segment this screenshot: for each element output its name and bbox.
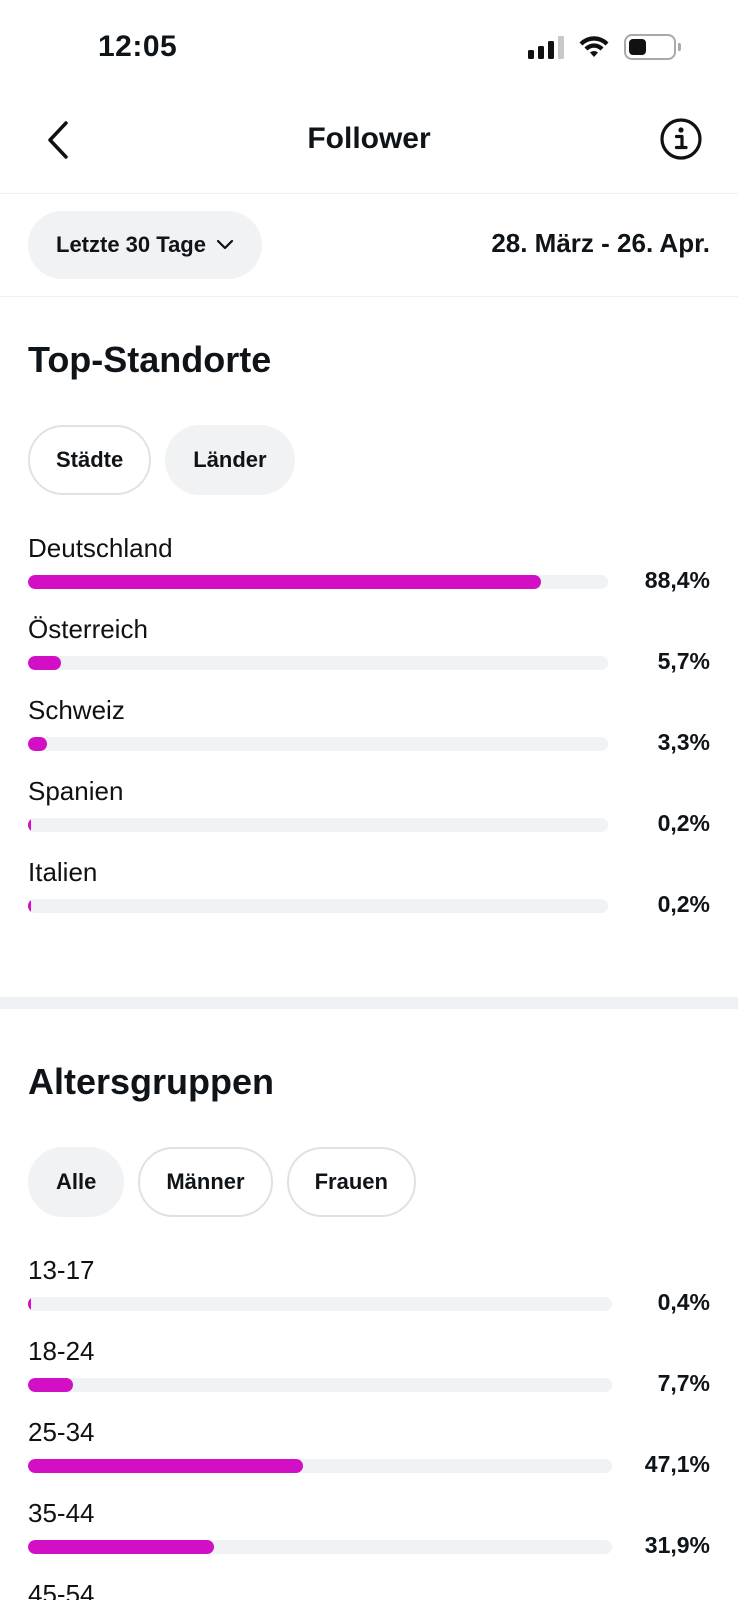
progress-track xyxy=(28,656,608,670)
progress-fill xyxy=(28,575,541,589)
list-item: 35-44 31,9% xyxy=(28,1498,710,1578)
progress-fill xyxy=(28,656,62,670)
battery-icon xyxy=(624,34,681,60)
period-dropdown[interactable]: Letzte 30 Tage xyxy=(28,211,262,279)
progress-fill xyxy=(28,899,31,913)
wifi-icon xyxy=(579,36,609,57)
tab-cities[interactable]: Städte xyxy=(28,425,152,495)
percentage-value: 0,2% xyxy=(657,891,710,917)
progress-fill xyxy=(28,1540,215,1554)
progress-fill xyxy=(28,1297,31,1311)
section-title: Altersgruppen xyxy=(28,1061,275,1102)
percentage-value: 31,9% xyxy=(644,1532,710,1558)
top-locations-section: Top-Standorte Städte Länder Deutschland 8… xyxy=(0,297,738,990)
percentage-value: 88,4% xyxy=(644,567,710,593)
row-label: Österreich xyxy=(28,614,148,644)
percentage-value: 5,7% xyxy=(657,648,710,674)
list-item: Deutschland 88,4% xyxy=(28,533,710,613)
tab-all[interactable]: Alle xyxy=(28,1147,125,1217)
info-icon xyxy=(660,118,702,160)
tab-men[interactable]: Männer xyxy=(138,1147,273,1217)
list-item: Italien 0,2% xyxy=(28,857,710,937)
chevron-down-icon xyxy=(216,239,234,250)
list-item: Schweiz 3,3% xyxy=(28,695,710,775)
progress-fill xyxy=(28,1459,304,1473)
progress-track xyxy=(28,1540,612,1554)
percentage-value: 0,2% xyxy=(657,810,710,836)
progress-fill xyxy=(28,1378,73,1392)
back-button[interactable] xyxy=(38,118,78,162)
percentage-value: 47,1% xyxy=(644,1451,710,1477)
row-label: Schweiz xyxy=(28,695,125,725)
progress-fill xyxy=(28,818,31,832)
row-label: Deutschland xyxy=(28,533,173,563)
progress-track xyxy=(28,737,608,751)
tab-women[interactable]: Frauen xyxy=(286,1147,416,1217)
progress-track xyxy=(28,1378,612,1392)
gender-tabs: Alle Männer Frauen xyxy=(28,1147,416,1217)
status-icons xyxy=(528,34,681,60)
list-item: 45-54 xyxy=(28,1579,710,1600)
list-item: 25-34 47,1% xyxy=(28,1417,710,1497)
row-label: Italien xyxy=(28,857,98,887)
list-item: Österreich 5,7% xyxy=(28,614,710,694)
percentage-value: 0,4% xyxy=(657,1289,710,1315)
percentage-value: 3,3% xyxy=(657,729,710,755)
info-button[interactable] xyxy=(658,116,704,162)
location-tabs: Städte Länder xyxy=(28,425,295,495)
progress-track xyxy=(28,1297,612,1311)
date-range: 28. März - 26. Apr. xyxy=(491,228,710,258)
period-label: Letzte 30 Tage xyxy=(56,232,206,257)
progress-track xyxy=(28,899,608,913)
row-label: 13-17 xyxy=(28,1255,95,1285)
age-groups-section: Altersgruppen Alle Männer Frauen 13-17 0,… xyxy=(0,1009,738,1600)
page-title: Follower xyxy=(307,122,431,155)
status-time: 12:05 xyxy=(98,30,178,63)
chevron-left-icon xyxy=(48,121,68,159)
list-item: 13-17 0,4% xyxy=(28,1255,710,1335)
cellular-signal-icon xyxy=(528,35,564,59)
row-label: 45-54 xyxy=(28,1579,95,1600)
list-item: 18-24 7,7% xyxy=(28,1336,710,1416)
nav-bar: Follower xyxy=(0,100,738,194)
tab-countries[interactable]: Länder xyxy=(165,425,295,495)
row-label: 18-24 xyxy=(28,1336,95,1366)
progress-track xyxy=(28,818,608,832)
status-bar: 12:05 xyxy=(0,0,738,100)
percentage-value: 7,7% xyxy=(657,1370,710,1396)
row-label: Spanien xyxy=(28,776,124,806)
section-divider xyxy=(0,997,738,1009)
list-item: Spanien 0,2% xyxy=(28,776,710,856)
progress-track xyxy=(28,575,608,589)
date-filter-row: Letzte 30 Tage 28. März - 26. Apr. xyxy=(0,194,738,297)
section-title: Top-Standorte xyxy=(28,339,272,380)
progress-fill xyxy=(28,737,48,751)
progress-track xyxy=(28,1459,612,1473)
row-label: 25-34 xyxy=(28,1417,95,1447)
row-label: 35-44 xyxy=(28,1498,95,1528)
